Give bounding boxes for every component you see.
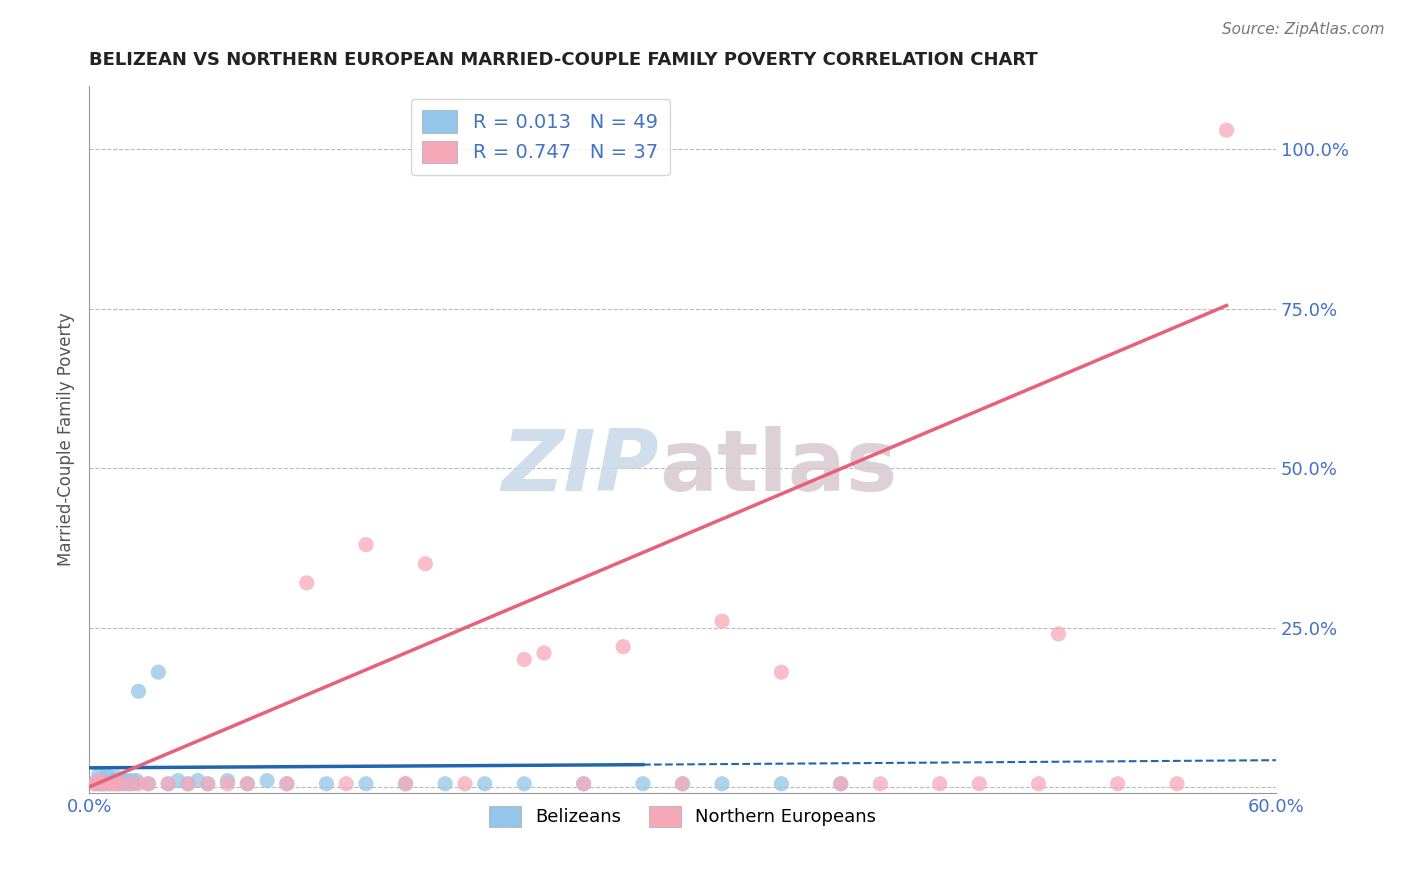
Point [830,777,852,791]
Point [533,646,555,660]
Point [572,777,595,791]
Point [157,777,180,791]
Point [101,777,124,791]
Point [335,777,357,791]
Point [770,665,793,680]
Point [121,773,143,788]
Point [415,557,437,571]
Point [711,777,734,791]
Point [276,777,298,791]
Point [1215,123,1237,137]
Point [671,777,693,791]
Point [295,575,318,590]
Point [631,777,654,791]
Point [354,777,377,791]
Point [120,777,142,791]
Y-axis label: Married-Couple Family Poverty: Married-Couple Family Poverty [58,312,75,566]
Point [107,777,129,791]
Point [197,777,219,791]
Point [967,777,990,791]
Legend: Belizeans, Northern Europeans: Belizeans, Northern Europeans [481,798,884,834]
Text: Source: ZipAtlas.com: Source: ZipAtlas.com [1222,22,1385,37]
Point [96,767,118,781]
Point [125,773,148,788]
Point [830,777,852,791]
Point [869,777,891,791]
Point [454,777,477,791]
Point [138,777,160,791]
Point [513,652,536,666]
Point [187,773,209,788]
Point [217,773,239,788]
Point [110,773,132,788]
Point [105,771,128,785]
Point [148,665,170,680]
Point [276,777,298,791]
Point [128,684,150,698]
Point [177,777,200,791]
Point [711,614,734,628]
Point [90,777,112,791]
Point [107,777,129,791]
Point [394,777,416,791]
Point [474,777,496,791]
Point [1047,627,1070,641]
Point [87,767,110,781]
Point [86,773,108,788]
Text: ZIP: ZIP [501,426,659,509]
Point [434,777,457,791]
Point [513,777,536,791]
Point [128,777,150,791]
Point [94,777,117,791]
Point [671,777,693,791]
Point [256,773,278,788]
Point [87,777,110,791]
Point [612,640,634,654]
Point [104,777,127,791]
Point [770,777,793,791]
Point [236,777,259,791]
Point [117,773,139,788]
Point [115,777,138,791]
Point [96,773,118,788]
Point [354,538,377,552]
Point [1166,777,1188,791]
Point [124,777,146,791]
Point [97,777,120,791]
Point [104,773,127,788]
Point [217,777,239,791]
Text: atlas: atlas [659,426,897,509]
Point [84,777,107,791]
Point [111,777,134,791]
Point [167,773,190,788]
Point [315,777,337,791]
Point [91,777,114,791]
Point [117,777,139,791]
Point [97,777,120,791]
Point [928,777,950,791]
Point [572,777,595,791]
Text: BELIZEAN VS NORTHERN EUROPEAN MARRIED-COUPLE FAMILY POVERTY CORRELATION CHART: BELIZEAN VS NORTHERN EUROPEAN MARRIED-CO… [89,51,1038,69]
Point [197,777,219,791]
Point [84,777,107,791]
Point [87,773,110,788]
Point [91,773,114,788]
Point [1028,777,1050,791]
Point [114,773,136,788]
Point [97,771,120,785]
Point [177,777,200,791]
Point [157,777,180,791]
Point [100,773,122,788]
Point [394,777,416,791]
Point [138,777,160,791]
Point [1107,777,1129,791]
Point [236,777,259,791]
